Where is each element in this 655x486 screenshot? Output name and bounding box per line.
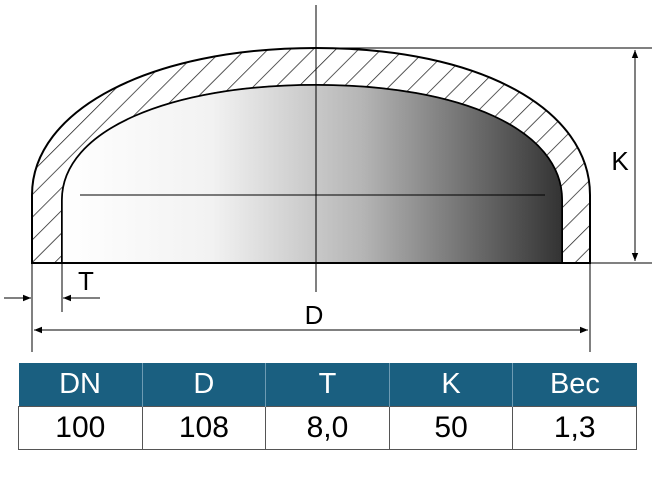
table-body: 100 108 8,0 50 1,3 [18,406,637,450]
table-cell: 50 [388,406,514,450]
spec-table: DN D T K Вес 100 108 8,0 50 1,3 [18,363,637,450]
header-cell: Вес [512,363,637,407]
header-row: DN D T K Вес [18,363,637,407]
header-cell: T [265,363,390,407]
table-cell: 108 [141,406,267,450]
table-row: 100 108 8,0 50 1,3 [18,406,637,450]
dimensions [4,47,652,352]
table-cell: 1,3 [512,406,637,450]
k-label: K [611,146,629,176]
cap-drawing: K T D [4,5,652,352]
header-cell: K [389,363,514,407]
header-cell: D [142,363,267,407]
d-label: D [305,300,324,330]
t-label: T [78,266,94,296]
header-cell: DN [18,363,143,407]
table-cell: 8,0 [265,406,390,450]
table-cell: 100 [18,406,143,450]
